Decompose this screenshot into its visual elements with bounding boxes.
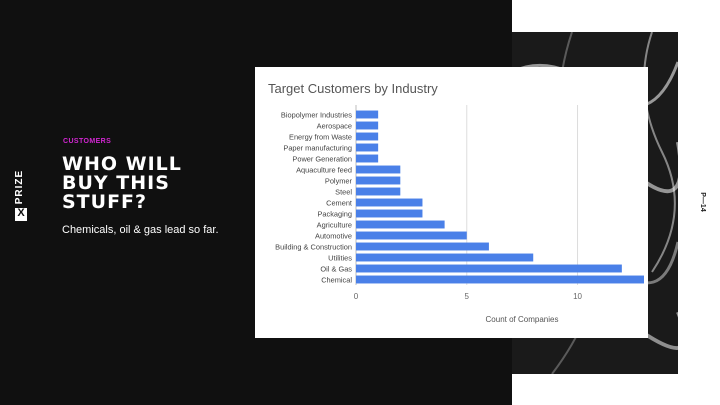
bar xyxy=(356,176,401,185)
xprize-logo: PRIZE X xyxy=(8,168,34,228)
category-label: Agriculture xyxy=(317,220,352,229)
bar xyxy=(356,242,489,251)
category-label: Steel xyxy=(335,187,352,196)
page-number: P—14 xyxy=(699,192,706,212)
logo-mark-letter: X xyxy=(17,207,25,219)
category-label: Paper manufacturing xyxy=(283,143,352,152)
x-axis-label: Count of Companies xyxy=(486,315,559,324)
x-tick-label: 5 xyxy=(465,292,470,301)
bar xyxy=(356,110,379,119)
bar xyxy=(356,275,644,284)
category-label: Chemical xyxy=(321,275,352,284)
bar xyxy=(356,198,423,207)
category-label: Building & Construction xyxy=(275,242,352,251)
x-tick-label: 10 xyxy=(573,292,582,301)
bar xyxy=(356,165,401,174)
category-label: Packaging xyxy=(317,209,352,218)
category-label: Automotive xyxy=(315,231,352,240)
bar xyxy=(356,264,622,273)
bar xyxy=(356,132,379,141)
bar xyxy=(356,121,379,130)
category-label: Utilities xyxy=(328,253,352,262)
category-label: Oil & Gas xyxy=(320,264,352,273)
chart-title: Target Customers by Industry xyxy=(268,81,438,96)
bar xyxy=(356,231,467,240)
chart-card: Target Customers by Industry Biopolymer … xyxy=(255,67,648,338)
bar xyxy=(356,154,379,163)
category-label: Biopolymer Industries xyxy=(281,110,352,119)
category-label: Energy from Waste xyxy=(289,132,352,141)
logo-wordmark: PRIZE xyxy=(14,169,25,205)
bar xyxy=(356,187,401,196)
bar xyxy=(356,220,445,229)
category-label: Power Generation xyxy=(292,154,352,163)
category-label: Aerospace xyxy=(317,121,352,130)
category-label: Aquaculture feed xyxy=(296,165,352,174)
bar xyxy=(356,209,423,218)
headline-line: WHO WILL xyxy=(62,153,182,175)
slide-subtitle: Chemicals, oil & gas lead so far. xyxy=(62,224,219,236)
category-label: Polymer xyxy=(325,176,353,185)
headline-line: STUFF? xyxy=(62,191,148,213)
category-label: Cement xyxy=(326,198,352,207)
headline-line: BUY THIS xyxy=(62,172,170,194)
bar-chart: Biopolymer Industries Aerospace Energy fro… xyxy=(275,105,644,324)
x-tick-label: 0 xyxy=(354,292,359,301)
slide-headline: WHO WILL BUY THIS STUFF? xyxy=(62,155,232,212)
section-eyebrow: CUSTOMERS xyxy=(63,138,112,145)
bar xyxy=(356,253,534,262)
logo-mark: X xyxy=(15,207,27,221)
bar xyxy=(356,143,379,152)
